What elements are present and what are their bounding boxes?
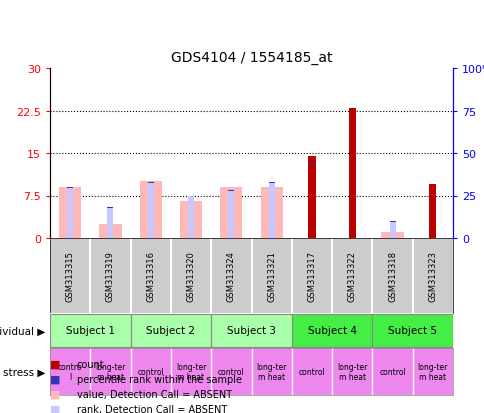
Text: individual ▶: individual ▶ [0, 326, 45, 336]
Text: control: control [217, 367, 244, 376]
Text: GSM313319: GSM313319 [106, 250, 115, 301]
Text: GSM313322: GSM313322 [347, 250, 356, 301]
Bar [211, 314, 291, 347]
Title: GDS4104 / 1554185_at: GDS4104 / 1554185_at [170, 51, 332, 65]
Text: rank, Detection Call = ABSENT: rank, Detection Call = ABSENT [76, 404, 227, 413]
Text: Subject 2: Subject 2 [146, 326, 195, 336]
Text: control: control [137, 367, 164, 376]
Bar [220, 188, 242, 238]
Text: GSM313321: GSM313321 [267, 250, 275, 301]
Bar [372, 314, 452, 347]
Text: GSM313318: GSM313318 [387, 250, 396, 301]
Text: ■: ■ [50, 374, 60, 384]
Text: Subject 3: Subject 3 [227, 326, 275, 336]
Text: GSM313317: GSM313317 [307, 250, 316, 301]
Bar [188, 196, 194, 197]
Text: count: count [76, 359, 104, 369]
Bar [389, 221, 395, 238]
Bar [228, 191, 234, 192]
Bar [428, 185, 436, 238]
Text: GSM313316: GSM313316 [146, 250, 155, 301]
Text: Subject 4: Subject 4 [307, 326, 356, 336]
Text: long-ter
m heat: long-ter m heat [336, 362, 367, 381]
Text: long-ter
m heat: long-ter m heat [256, 362, 286, 381]
Bar [130, 314, 211, 347]
Text: Subject 1: Subject 1 [66, 326, 115, 336]
Bar [308, 157, 315, 238]
Text: GSM313315: GSM313315 [65, 250, 75, 301]
Text: ■: ■ [50, 359, 60, 369]
Bar [348, 150, 355, 151]
Text: contro
l: contro l [58, 362, 82, 381]
Bar [107, 208, 113, 238]
Bar [291, 314, 372, 347]
Text: GSM313324: GSM313324 [227, 250, 235, 301]
Text: long-ter
m heat: long-ter m heat [417, 362, 447, 381]
Text: stress ▶: stress ▶ [3, 367, 45, 377]
Text: Subject 5: Subject 5 [387, 326, 436, 336]
Bar [59, 188, 81, 238]
Text: ■: ■ [50, 404, 60, 413]
Bar [228, 191, 234, 238]
Bar [268, 183, 274, 238]
Bar [148, 183, 153, 238]
Text: GSM313323: GSM313323 [427, 250, 437, 301]
Text: GSM313320: GSM313320 [186, 250, 195, 301]
Text: control: control [378, 367, 405, 376]
Bar [429, 167, 435, 168]
Bar [139, 182, 162, 238]
Text: value, Detection Call = ABSENT: value, Detection Call = ABSENT [76, 389, 231, 399]
Bar [99, 224, 121, 238]
Bar [260, 188, 282, 238]
Bar [188, 196, 194, 238]
Bar [381, 233, 403, 238]
Bar [180, 202, 202, 238]
Text: long-ter
m heat: long-ter m heat [95, 362, 125, 381]
Text: long-ter
m heat: long-ter m heat [176, 362, 206, 381]
Bar [348, 108, 355, 238]
Bar [107, 208, 113, 209]
Text: ■: ■ [50, 389, 60, 399]
Bar [389, 221, 395, 222]
Bar [67, 188, 73, 238]
Text: control: control [298, 367, 325, 376]
Text: percentile rank within the sample: percentile rank within the sample [76, 374, 241, 384]
Bar [50, 314, 130, 347]
